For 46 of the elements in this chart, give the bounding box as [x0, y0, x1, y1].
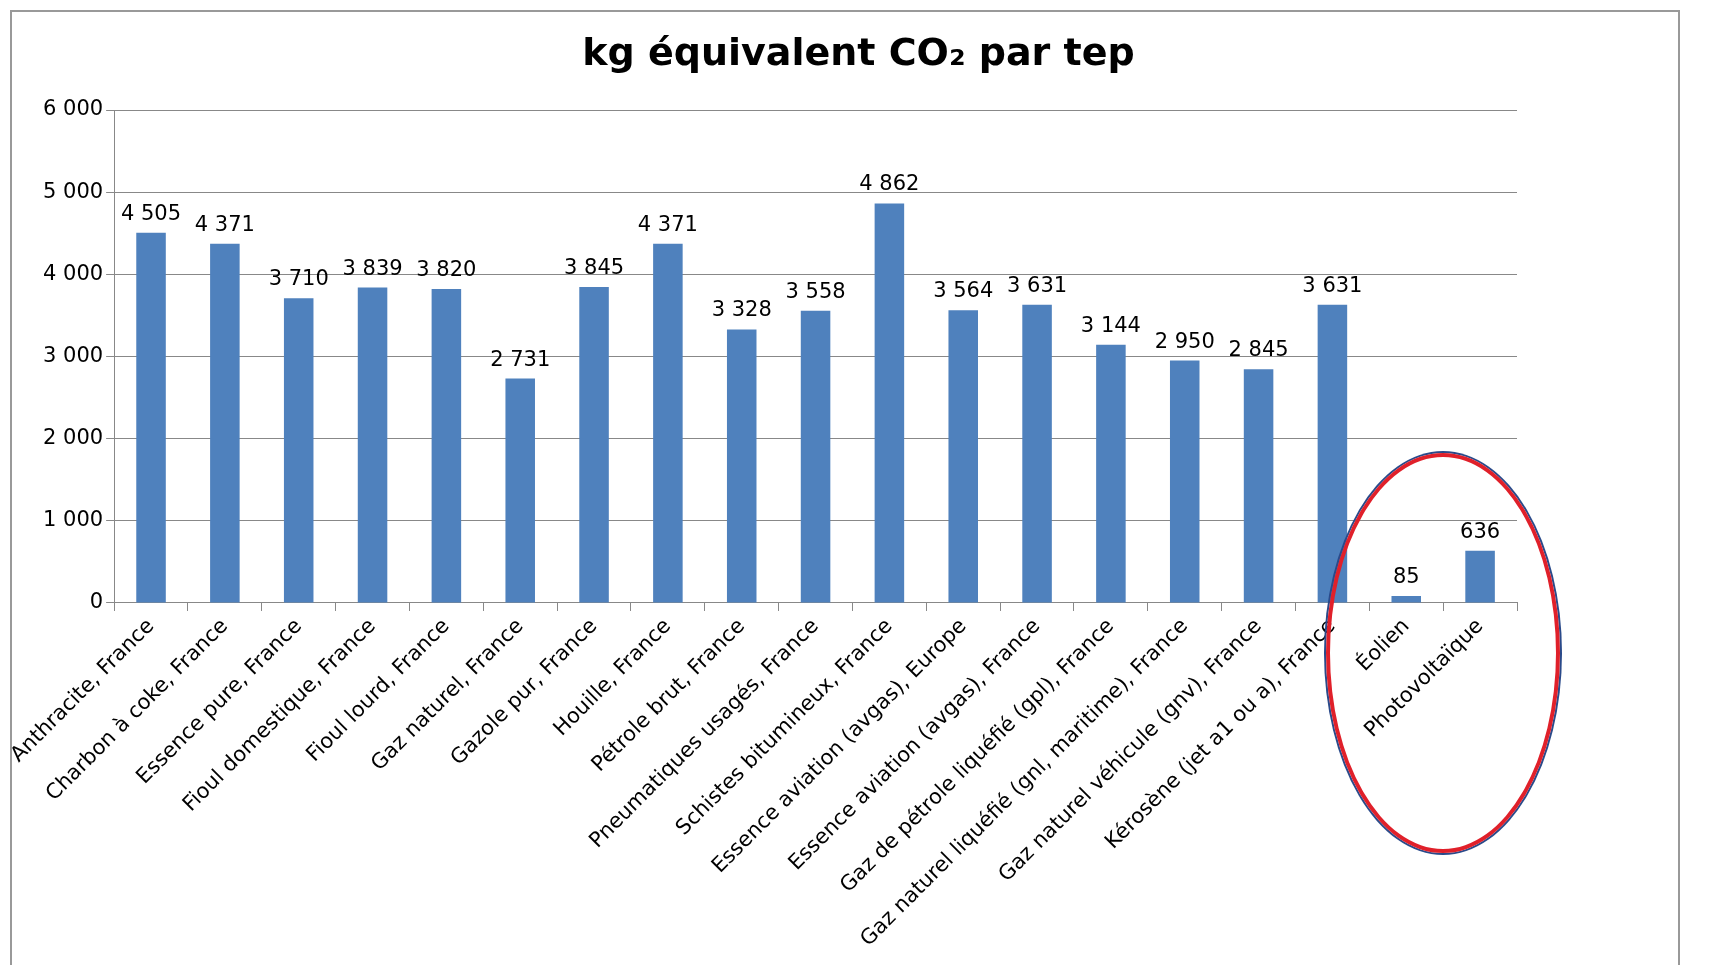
bar: [726, 329, 757, 603]
y-tick-label: 6 000: [42, 96, 104, 121]
bar: [1317, 304, 1348, 603]
data-label: 3 839: [342, 255, 403, 280]
bar: [653, 243, 683, 603]
data-label: 85: [1392, 563, 1420, 588]
data-label: 2 950: [1154, 328, 1215, 353]
bar: [431, 289, 462, 603]
bar: [874, 203, 905, 603]
bar: [210, 243, 240, 603]
bar: [357, 287, 388, 603]
bar: [948, 310, 978, 603]
data-label: 3 820: [416, 257, 477, 282]
bar: [1096, 344, 1126, 603]
data-label: 2 845: [1228, 337, 1289, 362]
data-label: 636: [1460, 518, 1501, 543]
y-tick-label: 1 000: [42, 507, 104, 532]
data-label: 3 710: [268, 266, 329, 291]
bar: [1465, 550, 1495, 603]
y-tick-label: 0: [89, 589, 104, 614]
y-tick-label: 3 000: [42, 342, 104, 367]
data-label: 3 845: [563, 255, 625, 280]
data-label: 3 144: [1080, 312, 1141, 337]
bar: [283, 298, 314, 603]
data-label: 3 328: [711, 297, 772, 322]
bar: [1022, 304, 1052, 603]
data-label: 4 371: [637, 211, 698, 236]
data-label: 3 564: [933, 278, 994, 303]
y-tick-label: 4 000: [42, 260, 104, 285]
bar: [136, 232, 166, 603]
chart-title: kg équivalent CO₂ par tep: [581, 30, 1136, 74]
data-label: 3 631: [1007, 272, 1068, 297]
y-tick-label: 5 000: [42, 178, 104, 203]
data-label: 4 505: [120, 200, 182, 225]
data-label: 2 731: [490, 346, 551, 371]
bar: [1169, 360, 1200, 603]
bar: [1243, 369, 1274, 603]
bar: [579, 287, 609, 603]
data-label: 4 371: [194, 211, 255, 236]
bar: [505, 378, 535, 603]
data-label: 3 558: [785, 278, 846, 303]
data-label: 4 862: [859, 171, 920, 196]
data-label: 3 631: [1302, 272, 1363, 297]
bar: [800, 310, 831, 603]
y-tick-label: 2 000: [42, 425, 104, 450]
bar: [1391, 595, 1422, 603]
